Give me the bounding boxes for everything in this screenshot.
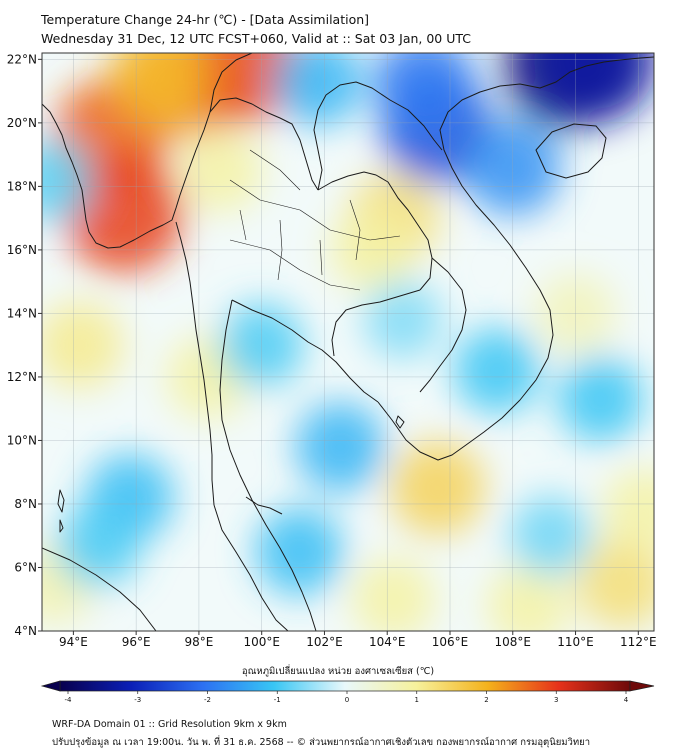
anomaly-cell-11	[351, 557, 436, 631]
anomaly-cell-5	[178, 128, 263, 213]
chart-subtitle: Wednesday 31 Dec, 12 UTC FCST+060, Valid…	[41, 31, 472, 46]
lat-tick-label: 10°N	[7, 433, 37, 447]
lon-tick-label: 94°E	[59, 635, 88, 649]
anomaly-cell-29	[454, 327, 541, 414]
anomaly-cell-32	[363, 280, 443, 360]
border-myanmar-thailand	[179, 97, 319, 196]
anomaly-cell-28	[56, 503, 141, 588]
anomaly-cell-14	[602, 468, 654, 553]
lat-tick-label: 22°N	[7, 52, 37, 66]
coastline-gulf-tonkin	[499, 56, 654, 89]
anomaly-cell-22	[273, 53, 363, 127]
anomaly-cell-18	[373, 53, 476, 136]
lat-tick-label: 6°N	[14, 560, 37, 574]
lon-tick-label: 96°E	[122, 635, 151, 649]
lon-tick-label: 108°E	[495, 635, 532, 649]
coastlines-and-borders	[42, 53, 654, 631]
colorbar-tick-label: -4	[65, 696, 73, 704]
border-china	[209, 53, 253, 113]
plot-frame	[41, 52, 655, 632]
lon-tick-label: 102°E	[306, 635, 343, 649]
colorbar-ticks: -4 -3 -2 -1 0 1 2 3 4	[65, 691, 629, 704]
colorbar-tick-label: -3	[134, 696, 141, 704]
colorbar-tick-label: 2	[484, 696, 488, 704]
coastline-myanmar	[42, 103, 181, 249]
anomaly-cell-23	[42, 138, 93, 222]
lon-tick-label: 98°E	[184, 635, 213, 649]
colorbar-strip	[59, 680, 631, 692]
anomaly-cell-12	[486, 563, 571, 631]
colorbar-tick-label: -2	[204, 696, 211, 704]
anomaly-cell-30	[557, 356, 644, 443]
lon-tick-label: 110°E	[557, 635, 594, 649]
lat-tick-label: 20°N	[7, 116, 37, 130]
island-nicobar	[59, 519, 64, 533]
lon-tick-label: 104°E	[369, 635, 406, 649]
coastline-malay-west	[213, 504, 289, 631]
border-thailand-malaysia	[245, 496, 283, 515]
lon-tick-label: 106°E	[432, 635, 469, 649]
island-phu-quoc	[395, 415, 405, 429]
colorbar-min-extend	[40, 680, 61, 692]
anomaly-cell-1	[63, 151, 184, 272]
lat-tick-label: 4°N	[14, 624, 37, 638]
anomaly-field	[42, 53, 654, 631]
border-cambodia-vietnam	[419, 257, 467, 393]
lon-tick-label: 100°E	[243, 635, 280, 649]
graticule	[42, 53, 654, 631]
border-laos-vietnam	[313, 81, 443, 191]
anomaly-cell-25	[295, 402, 385, 492]
anomaly-cell-10	[389, 440, 485, 536]
anomaly-cell-26	[255, 507, 344, 596]
colorbar-tick-label: 4	[624, 696, 629, 704]
border-thailand-cambodia	[331, 289, 421, 357]
colorbar-max-extend	[629, 680, 655, 692]
coastline-sumatra	[42, 547, 157, 631]
lat-tick-label: 18°N	[7, 179, 37, 193]
latitude-labels: 22°N 20°N 18°N 16°N 14°N 12°N 10°N 8°N 6°N 4°N	[7, 52, 42, 638]
coastline-malay-east	[219, 299, 317, 631]
coastline-vietnam	[377, 85, 554, 461]
colorbar-title: อุณหภูมิเปลี่ยนแปลง หน่วย องศาเซลเซียส (…	[241, 666, 435, 677]
province-lines	[229, 149, 401, 291]
lat-tick-label: 8°N	[14, 497, 37, 511]
chart-title: Temperature Change 24-hr (℃) - [Data Ass…	[41, 12, 370, 27]
anomaly-cell-13	[576, 537, 654, 630]
coastline-bangkok-bight	[231, 299, 379, 403]
coastline-hainan	[535, 123, 607, 179]
longitude-labels: 94°E 96°E 98°E 100°E 102°E 104°E 106°E 108°E 110…	[59, 631, 657, 649]
coastline-tenasserim	[175, 221, 215, 506]
island-andaman	[57, 489, 65, 513]
colorbar-tick-label: -1	[274, 696, 281, 704]
colorbar-tick-label: 1	[415, 696, 419, 704]
footer-credits: ปรับปรุงข้อมูล ณ เวลา 19:00น. วัน พ. ที่…	[52, 737, 591, 748]
anomaly-cell-20	[531, 53, 654, 123]
anomaly-cell-31	[510, 495, 591, 577]
anomaly-cell-4	[110, 53, 213, 124]
lat-tick-label: 12°N	[7, 370, 37, 384]
anomaly-cell-8	[42, 301, 124, 390]
lat-tick-label: 14°N	[7, 306, 37, 320]
lat-tick-label: 16°N	[7, 243, 37, 257]
lon-tick-label: 112°E	[620, 635, 657, 649]
colorbar-tick-label: 0	[345, 696, 349, 704]
colorbar-tick-label: 3	[554, 696, 558, 704]
footer-model-info: WRF-DA Domain 01 :: Grid Resolution 9km …	[52, 719, 287, 730]
